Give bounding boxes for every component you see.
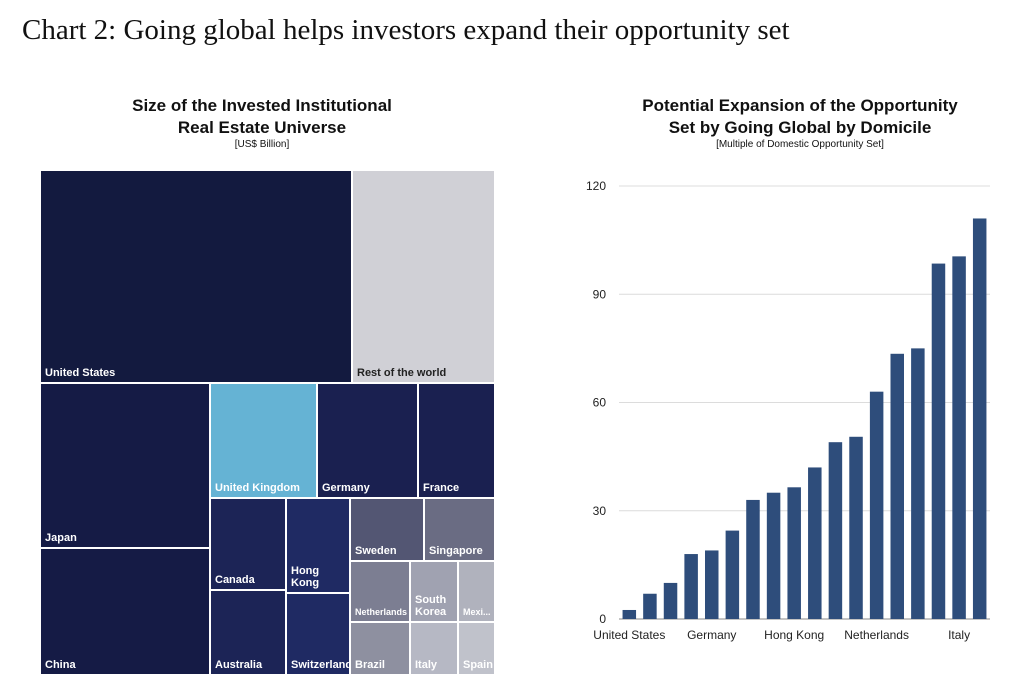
bar [787,487,801,619]
x-tick-label: Italy [948,628,970,642]
treemap-tile: France [418,383,495,498]
treemap-tile-label: Netherlands [355,607,408,617]
treemap-title-line1: Size of the Invested Institutional [132,96,392,115]
x-tick-label: United States [593,628,665,642]
treemap-tile-label: South Korea [415,594,447,618]
y-tick-label: 90 [593,287,607,301]
bar [952,256,966,619]
bar [828,442,843,619]
x-tick-label: Netherlands [844,628,909,642]
y-tick-label: 0 [599,612,606,626]
treemap-tile: Japan [40,383,210,548]
treemap-subtitle: [US$ Billion] [234,139,290,150]
treemap-tile: Australia [210,590,286,675]
y-tick-label: 30 [593,504,607,518]
bar [849,436,863,619]
treemap-tile: Italy [410,622,458,675]
treemap-tile: Hong Kong [286,498,350,593]
treemap-tile-label: Switzerland [291,659,350,671]
bar [643,593,657,619]
bar [808,467,822,619]
treemap-tile-label: Rest of the world [357,367,447,379]
treemap-tile-label: Mexi... [463,607,491,617]
bar [972,218,987,619]
bar-chart-subtitle: [Multiple of Domestic Opportunity Set] [716,139,884,150]
treemap-tile: Brazil [350,622,410,675]
bar [869,391,884,619]
bar [890,353,904,619]
x-tick-label: Hong Kong [764,628,824,642]
bar-chart-title-line2: Set by Going Global by Domicile [668,118,932,137]
treemap-tile: Germany [317,383,418,498]
bar-chart-title-line1: Potential Expansion of the Opportunity [642,96,958,115]
treemap-tile: Rest of the world [352,170,495,383]
treemap-tile: Mexi... [458,561,495,622]
treemap-title-line2: Real Estate Universe [177,118,347,137]
treemap-title: Size of the Invested Institutional Real … [40,95,484,139]
treemap-tile-label: Singapore [429,545,483,557]
treemap-tile-label: Australia [215,659,263,671]
y-tick-label: 60 [593,396,607,410]
bar [705,550,719,619]
treemap-tile-label: Japan [45,532,77,544]
treemap-tile: Canada [210,498,286,590]
treemap-tile-label: Canada [215,574,255,586]
treemap-tile: Netherlands [350,561,410,622]
treemap-tile-label: Hong Kong [291,565,320,589]
page-title: Chart 2: Going global helps investors ex… [22,14,790,46]
bar [622,609,637,619]
y-tick-label: 120 [586,179,606,193]
treemap-tile: United States [40,170,352,383]
treemap-tile-label: United Kingdom [215,482,300,494]
bar [931,263,946,619]
treemap-tile-label: Spain [463,659,493,671]
x-tick-label: Germany [687,628,736,642]
bar [746,499,760,619]
treemap-tile: South Korea [410,561,458,622]
treemap-tile: Switzerland [286,593,350,675]
bar [684,554,698,619]
treemap-tile-label: United States [45,367,116,379]
bar-chart-title: Potential Expansion of the Opportunity S… [580,95,1020,139]
bar [663,582,678,619]
bar [725,530,740,619]
treemap-tile-label: Germany [322,482,370,494]
treemap-tile: Singapore [424,498,495,561]
treemap-tile-label: Italy [415,659,438,671]
treemap-tile: Spain [458,622,495,675]
treemap-tile: United Kingdom [210,383,317,498]
treemap-tile-label: China [45,659,76,671]
bar [766,492,781,619]
bar [911,348,925,619]
treemap-tile: China [40,548,210,675]
treemap-tile-label: France [423,482,460,494]
treemap-tile-label: Sweden [355,545,397,557]
treemap-tile: Sweden [350,498,424,561]
treemap-tile-label: Brazil [355,659,385,671]
